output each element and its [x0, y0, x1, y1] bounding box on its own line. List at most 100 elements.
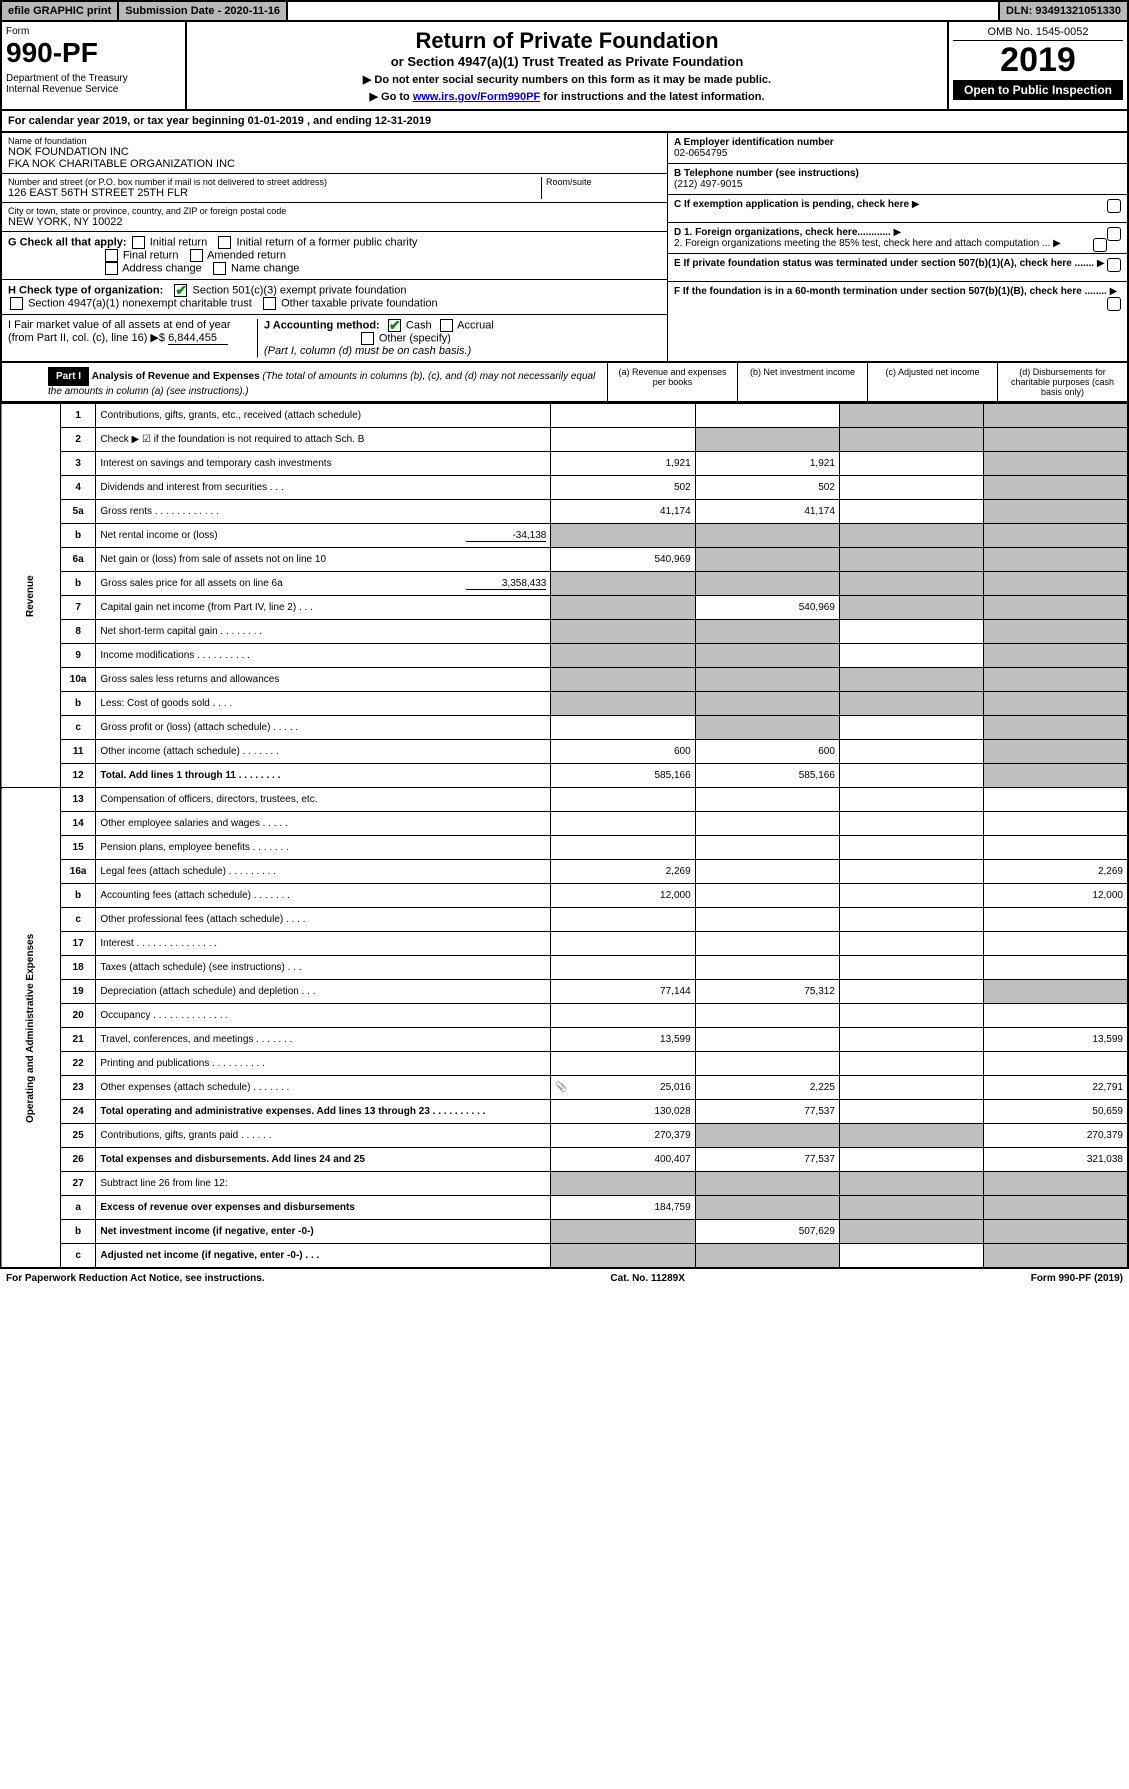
table-row: bAccounting fees (attach schedule) . . .…	[1, 884, 1128, 908]
amount-cell	[551, 620, 695, 644]
cb-accrual[interactable]	[440, 319, 453, 332]
amount-cell	[839, 572, 983, 596]
cb-e[interactable]	[1107, 258, 1121, 272]
amount-cell	[695, 1004, 839, 1028]
line-description: Less: Cost of goods sold . . . .	[96, 692, 551, 716]
amount-cell	[984, 452, 1128, 476]
line-description: Depreciation (attach schedule) and deple…	[96, 980, 551, 1004]
line-description: Total. Add lines 1 through 11 . . . . . …	[96, 764, 551, 788]
table-row: 24Total operating and administrative exp…	[1, 1100, 1128, 1124]
amount-cell: 270,379	[551, 1124, 695, 1148]
footer-mid: Cat. No. 11289X	[610, 1273, 684, 1284]
line-number: 9	[60, 644, 96, 668]
line-number: 15	[60, 836, 96, 860]
cb-4947[interactable]	[10, 297, 23, 310]
submission-date: Submission Date - 2020-11-16	[119, 2, 288, 20]
line-number: b	[60, 884, 96, 908]
amount-cell	[551, 1004, 695, 1028]
amount-cell	[984, 596, 1128, 620]
cb-d1[interactable]	[1107, 227, 1121, 241]
amount-cell: 502	[551, 476, 695, 500]
line-number: 6a	[60, 548, 96, 572]
table-row: 10aGross sales less returns and allowanc…	[1, 668, 1128, 692]
table-row: 2Check ▶ ☑ if the foundation is not requ…	[1, 428, 1128, 452]
cb-c[interactable]	[1107, 199, 1121, 213]
amount-cell: 22,791	[984, 1076, 1128, 1100]
amount-cell	[984, 692, 1128, 716]
cb-amended[interactable]	[190, 249, 203, 262]
footer-left: For Paperwork Reduction Act Notice, see …	[6, 1273, 265, 1284]
d-cell: D 1. Foreign organizations, check here..…	[668, 223, 1127, 254]
cb-501c3[interactable]	[174, 284, 187, 297]
amount-cell	[695, 692, 839, 716]
amount-cell	[551, 956, 695, 980]
cb-d2[interactable]	[1093, 238, 1107, 252]
line-number: 14	[60, 812, 96, 836]
e-cell: E If private foundation status was termi…	[668, 254, 1127, 282]
amount-cell	[695, 1172, 839, 1196]
f-cell: F If the foundation is in a 60-month ter…	[668, 282, 1127, 310]
cb-name-change[interactable]	[213, 262, 226, 275]
amount-cell: 184,759	[551, 1196, 695, 1220]
h-row: H Check type of organization: Section 50…	[2, 280, 667, 315]
cb-final-return[interactable]	[105, 249, 118, 262]
amount-cell	[839, 668, 983, 692]
form-header: Form 990-PF Department of the Treasury I…	[0, 22, 1129, 111]
cb-initial-return[interactable]	[132, 236, 145, 249]
amount-cell: 📎25,016	[551, 1076, 695, 1100]
revenue-section-label: Revenue	[1, 404, 60, 788]
note-ssn: ▶ Do not enter social security numbers o…	[193, 73, 941, 86]
amount-cell	[695, 716, 839, 740]
amount-cell: 2,269	[551, 860, 695, 884]
amount-cell	[695, 908, 839, 932]
table-row: 26Total expenses and disbursements. Add …	[1, 1148, 1128, 1172]
c-cell: C If exemption application is pending, c…	[668, 195, 1127, 223]
table-row: 4Dividends and interest from securities …	[1, 476, 1128, 500]
line-number: a	[60, 1196, 96, 1220]
table-row: 23Other expenses (attach schedule) . . .…	[1, 1076, 1128, 1100]
open-public: Open to Public Inspection	[953, 80, 1123, 100]
line-description: Gross sales less returns and allowances	[96, 668, 551, 692]
cb-other-taxable[interactable]	[263, 297, 276, 310]
header-center: Return of Private Foundation or Section …	[187, 22, 947, 109]
expenses-section-label: Operating and Administrative Expenses	[1, 788, 60, 1268]
calendar-year-row: For calendar year 2019, or tax year begi…	[0, 111, 1129, 133]
amount-cell: 50,659	[984, 1100, 1128, 1124]
amount-cell	[984, 1052, 1128, 1076]
amount-cell	[551, 524, 695, 548]
amount-cell	[984, 644, 1128, 668]
cb-initial-former[interactable]	[218, 236, 231, 249]
amount-cell	[984, 668, 1128, 692]
amount-cell: 77,144	[551, 980, 695, 1004]
irs-link[interactable]: www.irs.gov/Form990PF	[413, 91, 540, 103]
table-row: 9Income modifications . . . . . . . . . …	[1, 644, 1128, 668]
cb-f[interactable]	[1107, 297, 1121, 311]
cb-address-change[interactable]	[105, 262, 118, 275]
amount-cell: 585,166	[695, 764, 839, 788]
table-row: cAdjusted net income (if negative, enter…	[1, 1244, 1128, 1268]
line-number: b	[60, 572, 96, 596]
amount-cell	[839, 500, 983, 524]
table-row: 22Printing and publications . . . . . . …	[1, 1052, 1128, 1076]
amount-cell: 41,174	[551, 500, 695, 524]
table-row: 27Subtract line 26 from line 12:	[1, 1172, 1128, 1196]
amount-cell	[695, 860, 839, 884]
amount-cell	[839, 980, 983, 1004]
amount-cell	[695, 524, 839, 548]
cb-other-method[interactable]	[361, 332, 374, 345]
amount-cell	[839, 764, 983, 788]
line-number: 20	[60, 1004, 96, 1028]
amount-cell: 1,921	[695, 452, 839, 476]
amount-cell	[984, 956, 1128, 980]
table-row: 21Travel, conferences, and meetings . . …	[1, 1028, 1128, 1052]
amount-cell: 12,000	[551, 884, 695, 908]
cb-cash[interactable]	[388, 319, 401, 332]
line-number: 10a	[60, 668, 96, 692]
amount-cell	[551, 428, 695, 452]
line-description: Travel, conferences, and meetings . . . …	[96, 1028, 551, 1052]
col-c-head: (c) Adjusted net income	[867, 363, 997, 401]
line-number: 21	[60, 1028, 96, 1052]
amount-cell	[839, 740, 983, 764]
part1-label: Part I	[48, 367, 89, 386]
amount-cell: 600	[551, 740, 695, 764]
